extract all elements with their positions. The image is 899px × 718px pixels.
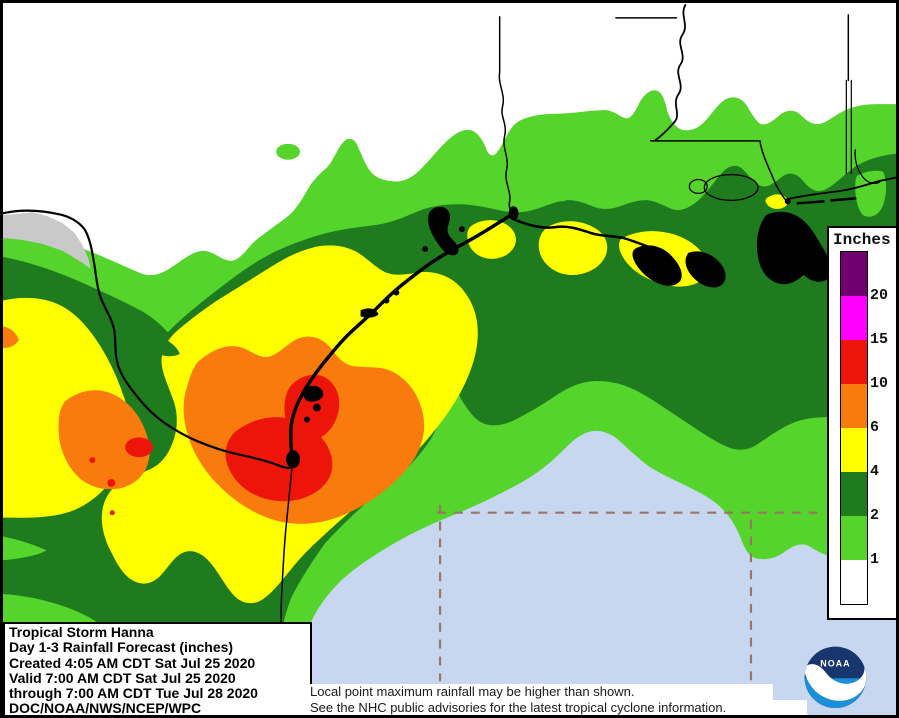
disclaimer-line-1: Local point maximum rainfall may be high… — [303, 684, 773, 700]
map-canvas: NOAA — [3, 3, 896, 715]
state-borders — [3, 4, 852, 625]
legend-swatch: 4 — [841, 428, 879, 480]
legend-swatch: 1 — [841, 516, 879, 568]
mexico-no-data — [3, 212, 91, 269]
legend-swatch: 10 — [841, 340, 888, 392]
forecast-type: Day 1-3 Rainfall Forecast (inches) — [9, 639, 234, 656]
through-time: through 7:00 AM CDT Tue Jul 28 2020 — [9, 685, 258, 702]
info-box: Tropical Storm Hanna Day 1-3 Rainfall Fo… — [3, 622, 312, 717]
legend-threshold-label: 15 — [870, 331, 889, 348]
legend-threshold-label: 20 — [870, 287, 889, 304]
legend-title: Inches — [833, 231, 891, 249]
legend-color-scale: 20 15 10 6 4 2 1 — [840, 251, 888, 605]
coastlines — [286, 149, 896, 469]
legend-swatch: 20 — [841, 252, 888, 304]
legend-swatch: 6 — [841, 384, 879, 436]
noaa-logo-text: NOAA — [820, 658, 850, 668]
rain-10-15in — [89, 374, 340, 516]
legend: Inches 20 15 10 6 4 2 1 — [827, 226, 896, 620]
created-time: Created 4:05 AM CDT Sat Jul 25 2020 — [9, 654, 256, 671]
disclaimer-line-2: See the NHC public advisories for the la… — [303, 700, 807, 715]
marine-boundary-dashes — [437, 504, 824, 682]
rain-2-4in-wedge — [60, 296, 180, 357]
legend-threshold-label: 2 — [870, 507, 880, 524]
agency-credit: DOC/NOAA/NWS/NCEP/WPC — [9, 700, 202, 717]
legend-swatch: 2 — [841, 472, 879, 524]
legend-threshold-label: 6 — [870, 419, 880, 436]
legend-swatch: 15 — [841, 296, 888, 348]
valid-time: Valid 7:00 AM CDT Sat Jul 25 2020 — [9, 669, 236, 686]
legend-threshold-label: 4 — [870, 463, 880, 480]
legend-swatch — [841, 560, 867, 604]
legend-threshold-label: 10 — [870, 375, 889, 392]
storm-title: Tropical Storm Hanna — [9, 624, 154, 640]
legend-threshold-label: 1 — [870, 551, 880, 568]
noaa-logo: NOAA — [804, 646, 867, 709]
